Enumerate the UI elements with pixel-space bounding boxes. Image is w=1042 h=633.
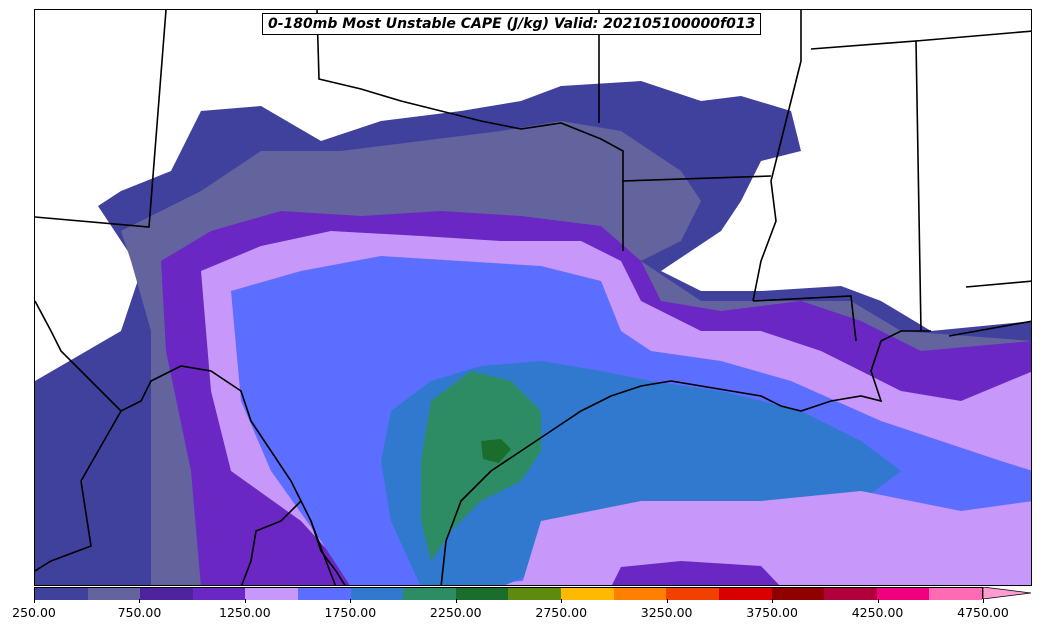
colorbar-segment [561, 588, 614, 600]
colorbar [34, 587, 983, 600]
colorbar-segment [87, 588, 141, 600]
colorbar-tick [877, 599, 879, 603]
colorbar-extend-triangle [983, 587, 1032, 599]
colorbar-tick-label: 4750.00 [957, 605, 1009, 620]
colorbar-tick [350, 599, 352, 603]
colorbar-segment [298, 588, 351, 600]
colorbar-extend-icon [983, 587, 1032, 599]
colorbar-tick-label: 250.00 [12, 605, 56, 620]
colorbar-segment [613, 588, 667, 600]
colorbar-segment [824, 588, 877, 600]
colorbar-segment [35, 588, 88, 600]
colorbar-tick-label: 4250.00 [851, 605, 904, 620]
cape-fill-1250-south [521, 491, 1031, 585]
map-title: 0-180mb Most Unstable CAPE (J/kg) Valid:… [262, 13, 762, 35]
colorbar-segment [140, 588, 193, 600]
colorbar-tick [455, 599, 457, 603]
colorbar-segment [508, 588, 562, 600]
colorbar-tick-label: 2750.00 [535, 605, 588, 620]
cape-fill-2000 [421, 371, 541, 561]
map-panel [34, 9, 1032, 586]
colorbar-segment [876, 588, 930, 600]
colorbar-tick-label: 2250.00 [429, 605, 482, 620]
colorbar-tick [666, 599, 668, 603]
colorbar-segment [192, 588, 246, 600]
colorbar-tick [772, 599, 774, 603]
colorbar-segment [771, 588, 825, 600]
cape-fill-2250 [481, 439, 511, 463]
colorbar-tick-label: 3750.00 [746, 605, 798, 620]
colorbar-tick-label: 1750.00 [324, 605, 377, 620]
colorbar-segment [403, 588, 456, 600]
colorbar-tick [244, 599, 246, 603]
gulf-coastline [440, 330, 931, 585]
cape-fill-1000-south [612, 561, 780, 585]
colorbar-tick-label: 3250.00 [640, 605, 693, 620]
colorbar-segment [455, 588, 509, 600]
colorbar-segment [718, 588, 772, 600]
cape-map [35, 10, 1031, 585]
colorbar-segment [350, 588, 404, 600]
colorbar-tick [34, 599, 35, 603]
colorbar-tick [983, 599, 984, 603]
colorbar-tick-label: 750.00 [117, 605, 162, 620]
colorbar-tick [561, 599, 563, 603]
colorbar-tick-label: 1250.00 [219, 605, 271, 620]
colorbar-segment [245, 588, 299, 600]
colorbar-tick [139, 599, 141, 603]
colorbar-segment [929, 588, 982, 600]
mexico-border [35, 300, 346, 585]
colorbar-segment [666, 588, 719, 600]
